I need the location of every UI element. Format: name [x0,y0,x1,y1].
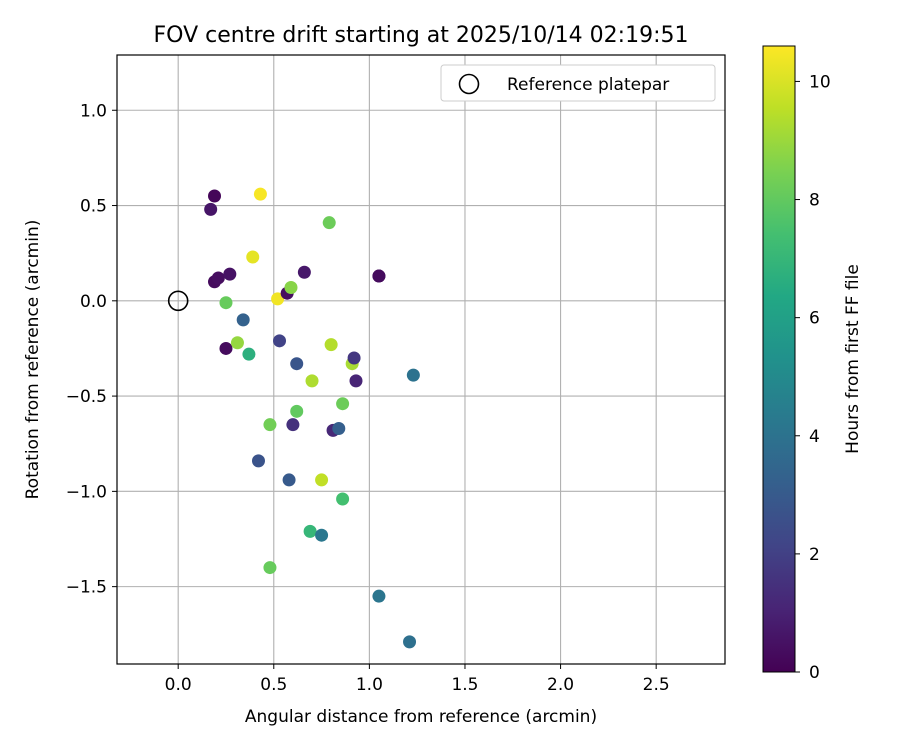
data-point [290,404,304,418]
data-point [305,374,319,388]
data-point [219,341,233,355]
data-point [284,280,298,294]
grid [117,55,725,664]
data-point [204,202,218,216]
data-point [332,421,346,435]
x-tick-label: 2.0 [547,675,574,695]
data-point [286,418,300,432]
x-axis-label: Angular distance from reference (arcmin) [245,707,597,727]
data-point [315,528,329,542]
data-point [246,250,260,264]
colorbar-tick-label: 4 [809,427,820,447]
data-point [242,347,256,361]
legend: Reference platepar [440,64,716,102]
data-point [303,524,317,538]
data-point [251,454,265,468]
y-tick-label: −1.5 [66,578,107,598]
data-point [297,265,311,279]
y-tick-label: −1.0 [66,482,107,502]
colorbar-tick-label: 0 [809,663,820,683]
y-tick-label: −0.5 [66,387,107,407]
legend-open-circle-icon [458,73,480,95]
colorbar-ticks: 0 2 4 6 8 10 [795,72,831,683]
y-tick-label: 0.5 [80,197,107,217]
y-axis-label: Rotation from reference (arcmin) [23,220,43,500]
data-point [263,561,277,575]
data-point [230,336,244,350]
colorbar: 0 2 4 6 8 10 Hours from first FF file [762,45,863,683]
reference-platepar-marker [167,290,189,312]
y-tick-label: 1.0 [80,101,107,121]
colorbar-tick-label: 2 [809,545,820,565]
data-point [347,351,361,365]
colorbar-tick-label: 10 [809,72,831,92]
x-axis-ticks: 0.0 0.5 1.0 1.5 2.0 2.5 [165,664,670,695]
data-point [322,216,336,230]
x-tick-label: 2.5 [643,675,670,695]
data-point [263,418,277,432]
data-point [223,267,237,281]
colorbar-label: Hours from first FF file [843,264,863,454]
plot-frame [116,54,726,665]
data-point [271,292,285,306]
data-point [219,296,233,310]
x-tick-label: 1.0 [356,675,383,695]
data-point [406,368,420,382]
legend-box [440,64,716,102]
data-points [204,187,420,649]
y-tick-label: 0.0 [80,292,107,312]
x-tick-label: 1.5 [451,675,478,695]
x-tick-label: 0.5 [260,675,287,695]
data-point [336,397,350,411]
x-tick-label: 0.0 [165,675,192,695]
data-point [324,338,338,352]
data-point [273,334,287,348]
colorbar-tick-label: 8 [809,191,820,211]
data-point [315,473,329,487]
colorbar-gradient [762,45,796,673]
data-point [211,271,225,285]
y-axis-ticks: 1.0 0.5 0.0 −0.5 −1.0 −1.5 [66,101,117,598]
data-point [372,269,386,283]
data-point [290,357,304,371]
data-point [208,189,222,203]
data-point [372,589,386,603]
data-point [336,492,350,506]
chart-title: FOV centre drift starting at 2025/10/14 … [154,23,689,48]
data-point [349,374,363,388]
data-point [236,313,250,327]
data-point [253,187,267,201]
colorbar-tick-label: 6 [809,309,820,329]
data-point [282,473,296,487]
legend-label: Reference platepar [507,75,669,95]
data-point [403,635,417,649]
